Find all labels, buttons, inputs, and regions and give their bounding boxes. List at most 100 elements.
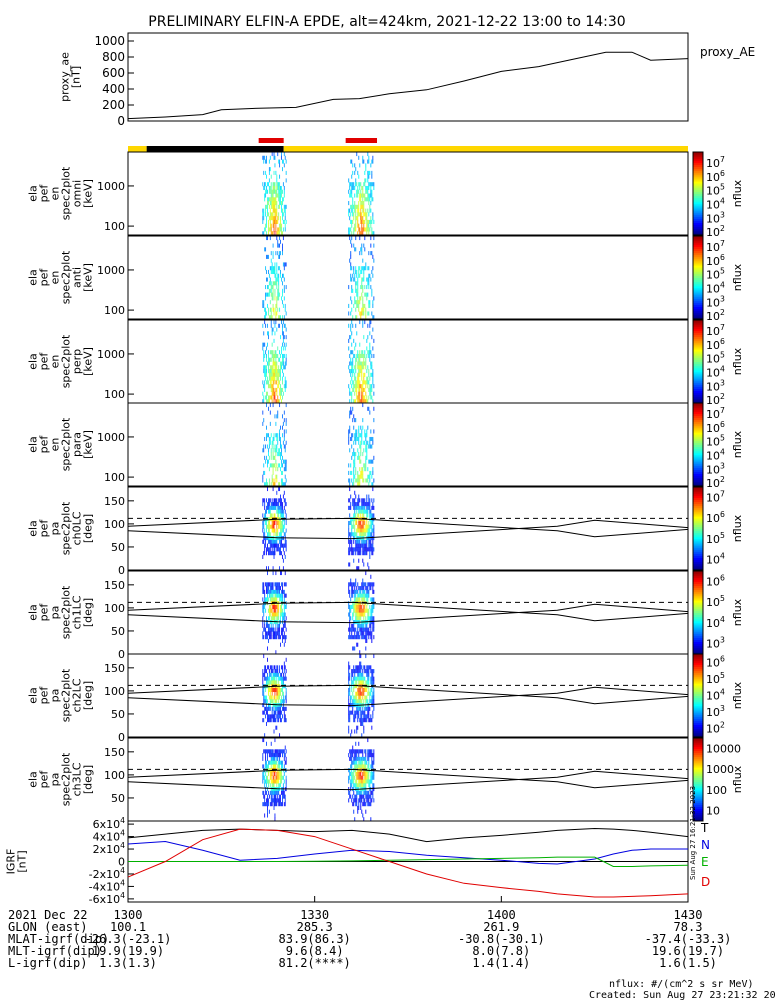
heat-cell	[350, 699, 352, 704]
heat-cell	[356, 699, 358, 704]
heat-cell	[357, 361, 359, 366]
heat-cell	[271, 216, 273, 221]
heat-cell	[358, 182, 360, 187]
heat-cell	[273, 281, 275, 286]
heat-cell	[373, 604, 375, 610]
colorbar-step	[693, 791, 703, 795]
heat-cell	[278, 753, 280, 758]
heat-cell	[285, 718, 287, 723]
heat-cell	[365, 699, 367, 704]
heat-cell	[285, 478, 287, 483]
heat-cell	[354, 597, 356, 602]
heat-cell	[372, 266, 374, 271]
heat-cell	[270, 380, 272, 385]
heat-cell	[266, 155, 267, 160]
heat-cell	[273, 539, 275, 544]
heat-cell	[272, 539, 274, 544]
heat-cell	[364, 193, 366, 198]
heat-cell	[362, 760, 364, 765]
colorbar-step	[693, 536, 703, 540]
heat-cell	[358, 376, 360, 381]
heat-cell	[282, 775, 283, 780]
loss-cone-line	[127, 686, 689, 707]
heat-cell	[351, 775, 353, 780]
heat-cell	[266, 631, 267, 636]
heat-cell	[368, 212, 370, 217]
heat-cell	[362, 258, 364, 263]
ephemeris-value: -26.3(-23.1)	[85, 932, 172, 946]
colorbar-step	[693, 400, 703, 404]
heat-cell	[349, 582, 351, 587]
heat-cell	[270, 315, 272, 320]
heat-cell	[362, 589, 364, 594]
heat-cell	[268, 695, 270, 700]
heat-cell	[273, 764, 275, 769]
heat-cell	[285, 657, 287, 662]
heat-cell	[270, 223, 272, 228]
heat-cell	[270, 350, 272, 355]
heat-cell	[285, 459, 287, 464]
heat-cell	[284, 346, 286, 351]
colorbar-label-text: nflux	[731, 179, 744, 207]
heat-cell	[358, 425, 360, 430]
colorbar-step	[693, 273, 703, 276]
heat-cell	[272, 467, 274, 472]
heat-cell	[263, 303, 265, 308]
heat-cell	[262, 520, 264, 526]
colorbar-step	[693, 806, 703, 810]
heat-cell	[361, 227, 363, 232]
heat-cell	[282, 433, 283, 438]
heat-cell	[273, 551, 275, 556]
heat-cell	[269, 307, 271, 312]
heat-cell	[278, 487, 280, 492]
heat-cell	[372, 159, 374, 164]
heat-cell	[355, 223, 357, 228]
heat-cell	[359, 528, 361, 533]
heat-cell	[265, 296, 267, 301]
heat-cell	[274, 296, 276, 301]
colorbar-step	[693, 600, 703, 603]
heat-cell	[366, 353, 368, 359]
heat-cell	[366, 185, 368, 191]
heat-cell	[281, 505, 282, 510]
heat-cell	[372, 467, 374, 472]
heat-cell	[273, 608, 275, 613]
colorbar-step	[693, 656, 703, 659]
heat-cell	[355, 684, 357, 689]
heat-cell	[283, 676, 285, 681]
colorbar-step	[693, 361, 703, 365]
heat-cell	[359, 612, 361, 617]
colorbar-label: nflux	[731, 681, 744, 709]
heat-cell	[268, 524, 270, 529]
heat-cell	[271, 463, 273, 468]
heat-cell	[366, 608, 368, 613]
heat-cell	[265, 189, 267, 194]
heat-cell	[285, 262, 287, 267]
heat-cell	[364, 597, 366, 602]
heat-cell	[352, 498, 354, 503]
heat-cell	[359, 760, 361, 765]
heat-cell	[267, 204, 268, 209]
heat-cell	[268, 551, 269, 556]
heat-cell	[372, 303, 374, 308]
heat-cell	[281, 470, 282, 475]
heat-cell	[281, 448, 282, 453]
colorbar-step	[693, 438, 703, 441]
heat-cell	[262, 410, 264, 415]
heat-cell	[366, 604, 368, 610]
heat-cell	[270, 452, 272, 457]
heat-cell	[358, 520, 360, 526]
heat-cell	[278, 760, 280, 765]
heat-cell	[279, 771, 281, 777]
heat-cell	[265, 247, 267, 252]
heat-cell	[362, 582, 364, 587]
heat-cell	[354, 223, 356, 228]
heat-cell	[354, 817, 356, 822]
heat-cell	[278, 189, 280, 194]
heat-cell	[356, 269, 358, 275]
colorbar-step	[693, 467, 703, 470]
heat-cell	[348, 589, 350, 594]
heat-cell	[276, 448, 278, 453]
heat-cell	[352, 197, 354, 202]
